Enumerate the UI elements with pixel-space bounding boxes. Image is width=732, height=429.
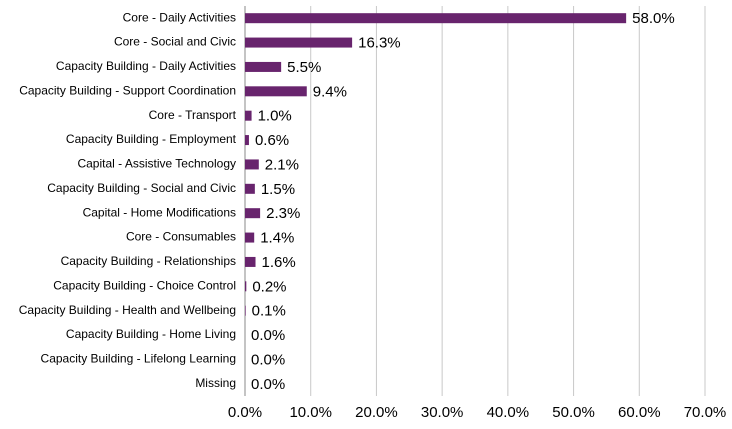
- data-label: 0.0%: [251, 327, 285, 344]
- data-label: 2.3%: [266, 205, 300, 222]
- bar: [245, 305, 246, 316]
- data-label: 9.4%: [313, 83, 347, 100]
- y-tick-label: Capital - Assistive Technology: [77, 157, 236, 171]
- data-label: 58.0%: [632, 10, 675, 27]
- data-label: 5.5%: [287, 59, 321, 76]
- y-tick-label: Core - Transport: [149, 108, 237, 122]
- data-label: 0.2%: [252, 278, 286, 295]
- bar: [245, 281, 247, 292]
- bar: [245, 256, 256, 267]
- bar: [245, 110, 252, 121]
- x-tick-label: 70.0%: [684, 404, 727, 421]
- x-tick-label: 50.0%: [552, 404, 595, 421]
- bar: [245, 135, 249, 146]
- y-tick-label: Capacity Building - Social and Civic: [47, 181, 236, 195]
- y-tick-label: Capacity Building - Lifelong Learning: [41, 352, 236, 366]
- y-tick-label: Core - Daily Activities: [123, 10, 236, 24]
- y-tick-label: Capacity Building - Daily Activities: [56, 59, 236, 73]
- data-label: 0.0%: [251, 351, 285, 368]
- data-label: 1.0%: [258, 108, 292, 125]
- y-tick-label: Core - Social and Civic: [114, 35, 236, 49]
- bar: [245, 232, 255, 243]
- bar: [245, 37, 353, 48]
- data-label: 1.6%: [262, 254, 296, 271]
- y-tick-label: Core - Consumables: [126, 230, 236, 244]
- bar: [245, 13, 627, 24]
- y-tick-label: Missing: [195, 376, 236, 390]
- data-label: 0.0%: [251, 376, 285, 393]
- x-tick-label: 0.0%: [228, 404, 262, 421]
- data-label: 1.4%: [260, 230, 294, 247]
- y-tick-label: Capacity Building - Support Coordination: [19, 83, 236, 97]
- data-label: 0.1%: [252, 303, 286, 320]
- data-label: 2.1%: [265, 156, 299, 173]
- x-tick-label: 20.0%: [355, 404, 398, 421]
- bar: [245, 61, 282, 72]
- y-tick-label: Capital - Home Modifications: [83, 205, 236, 219]
- data-label: 1.5%: [261, 181, 295, 198]
- y-tick-label: Capacity Building - Health and Wellbeing: [19, 303, 236, 317]
- y-tick-label: Capacity Building - Employment: [66, 132, 237, 146]
- x-tick-label: 40.0%: [487, 404, 530, 421]
- y-tick-label: Capacity Building - Home Living: [66, 327, 236, 341]
- bar: [245, 86, 307, 97]
- data-label: 16.3%: [358, 35, 401, 52]
- bar: [245, 183, 255, 194]
- x-tick-label: 30.0%: [421, 404, 464, 421]
- data-label: 0.6%: [255, 132, 289, 149]
- y-tick-label: Capacity Building - Choice Control: [53, 278, 236, 292]
- bar: [245, 159, 259, 170]
- x-tick-label: 60.0%: [618, 404, 661, 421]
- y-tick-label: Capacity Building - Relationships: [61, 254, 236, 268]
- x-tick-label: 10.0%: [289, 404, 332, 421]
- bar: [245, 208, 261, 219]
